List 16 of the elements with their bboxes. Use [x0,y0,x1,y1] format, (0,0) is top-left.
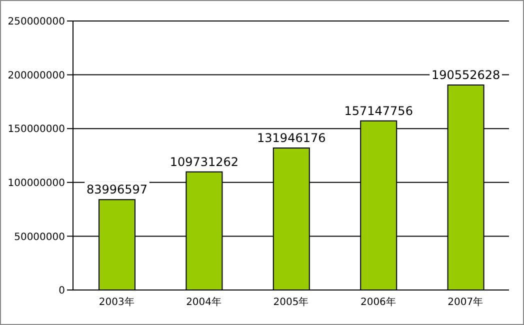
y-tick-label: 200000000 [8,70,65,82]
data-label: 109731262 [170,154,239,169]
y-tick-label: 100000000 [8,178,65,189]
x-tick-label: 2006年 [360,296,396,308]
data-label: 190552628 [431,68,500,82]
y-tick-label: 150000000 [8,124,65,136]
y-tick-label: 250000000 [8,16,65,28]
x-tick-label: 2003年 [98,296,134,308]
data-label: 157147756 [344,104,413,118]
x-tick-label: 2007年 [448,296,484,308]
y-tick-label: 50000000 [14,232,65,243]
x-tick-label: 2004年 [186,296,222,308]
x-tick-label: 2005年 [273,296,309,308]
data-label: 131946176 [257,131,326,146]
data-label: 83996597 [86,182,148,197]
y-tick-label: 0 [58,286,65,297]
